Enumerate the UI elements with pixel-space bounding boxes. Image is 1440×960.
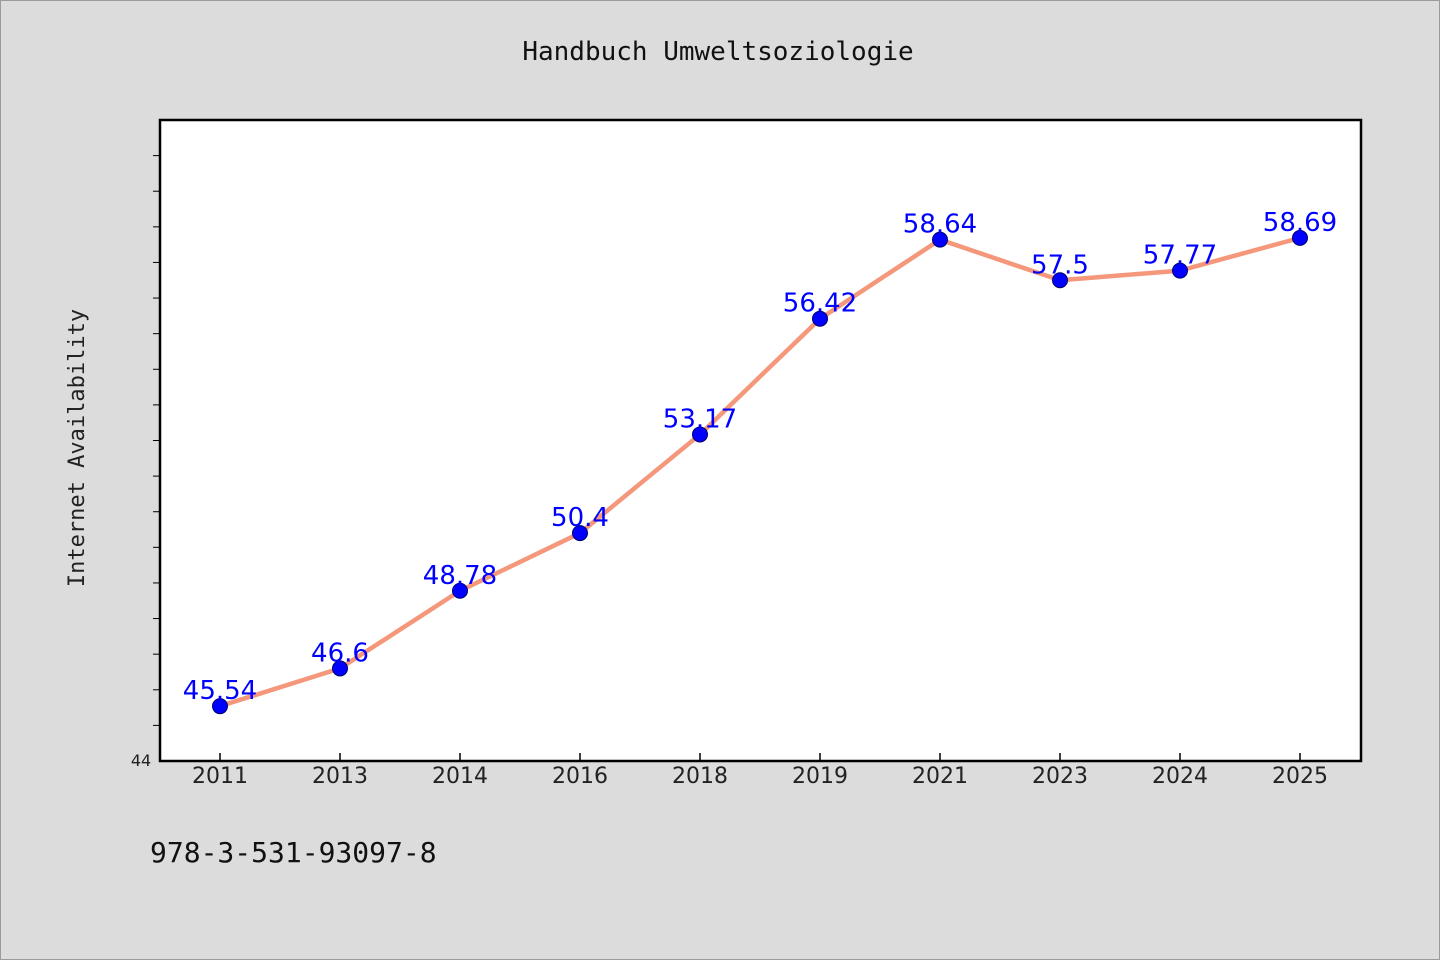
data-point-marker	[692, 426, 708, 443]
y-axis-label: Internet Availability	[65, 309, 90, 587]
data-point-marker	[212, 698, 228, 715]
data-point-label: 48.78	[423, 561, 497, 591]
data-point-marker	[812, 310, 828, 327]
x-axis-tick-label: 2011	[192, 764, 248, 789]
data-point-label: 45.54	[183, 676, 257, 706]
data-point-marker	[932, 231, 948, 248]
isbn-footer: 978-3-531-93097-8	[150, 836, 437, 869]
y-axis-min-label: 44	[131, 751, 151, 770]
x-axis-tick-labels: 2011 2013 2014 2016 2018 2019 2021 2023 2024 2025	[192, 764, 1328, 789]
data-point-label: 57.77	[1143, 241, 1217, 271]
data-point-label: 58.64	[903, 210, 977, 240]
chart-title: Handbuch Umweltsoziologie	[522, 37, 913, 67]
data-point-marker	[452, 582, 468, 599]
data-point-marker	[1052, 272, 1068, 289]
data-point-label: 46.6	[311, 638, 369, 668]
x-axis-tick-label: 2019	[792, 764, 848, 789]
data-point-label: 50.4	[551, 503, 609, 533]
x-axis-tick-label: 2023	[1032, 764, 1088, 789]
data-point-marker	[1292, 229, 1308, 246]
x-axis-tick-label: 2018	[672, 764, 728, 789]
x-axis-tick-label: 2013	[312, 764, 368, 789]
series-line	[217, 235, 1303, 709]
x-axis-tick-label: 2021	[912, 764, 968, 789]
x-axis-tick-label: 2025	[1272, 764, 1328, 789]
data-point-marker	[332, 660, 348, 677]
x-axis-tick-label: 2016	[552, 764, 608, 789]
series-line-group	[217, 235, 1303, 709]
x-axis-ticks	[219, 753, 1301, 761]
x-axis-tick-label: 2024	[1152, 764, 1208, 789]
x-axis-tick-label: 2014	[432, 764, 488, 789]
data-point-marker	[1172, 262, 1188, 279]
data-point-label: 53.17	[663, 404, 737, 434]
data-markers	[212, 229, 1308, 715]
data-point-label: 58.69	[1263, 208, 1337, 238]
data-point-marker	[572, 525, 588, 542]
data-labels: 45.54 46.6 48.78 50.4 53.17 56.42 58.64 57.5 57.…	[183, 208, 1337, 706]
data-point-label: 56.42	[783, 289, 857, 319]
y-axis-ticks	[153, 155, 160, 726]
data-point-label: 57.5	[1031, 250, 1089, 280]
